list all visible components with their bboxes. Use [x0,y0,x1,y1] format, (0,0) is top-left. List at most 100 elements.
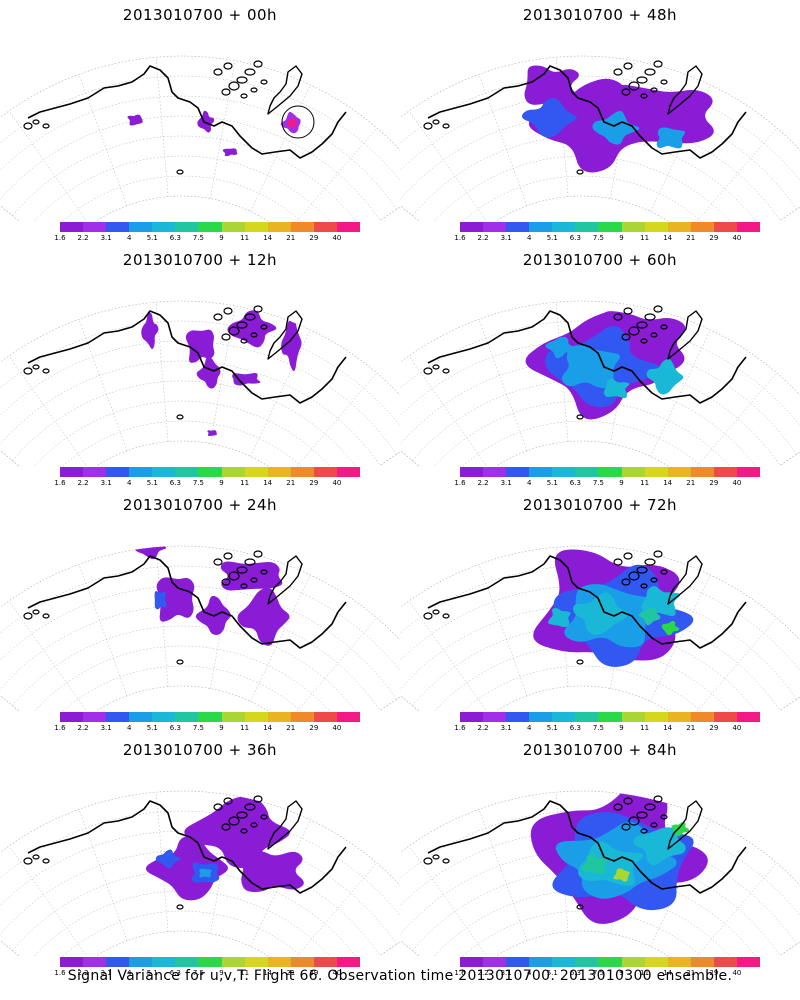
colorbar-label: 29 [309,234,319,242]
colorbar-swatch [175,222,199,232]
colorbar-swatch [175,957,199,967]
colorbar-swatch [198,957,222,967]
colorbar-label: 1.6 [54,479,66,487]
colorbar-swatch [60,222,84,232]
colorbar-swatch [244,957,268,967]
colorbar-swatch [644,957,668,967]
colorbar-swatch [667,467,691,477]
colorbar-swatch [244,712,268,722]
colorbar-labels: 1.6 2.2 3.1 4 5.1 6.3 7.5 9 11 14 21 29 40 [454,969,760,981]
colorbar-label: 3.1 [100,969,112,977]
colorbar-swatch [460,222,484,232]
colorbar-swatch [529,467,553,477]
colorbar-swatch [736,222,761,232]
colorbar-swatch [529,712,553,722]
colorbar-label: 2.2 [77,969,89,977]
colorbar-swatch [552,222,576,232]
colorbar-label: 7.5 [592,479,605,487]
panel-24h: 2013010700 + 24h 1.6 2.2 3.1 4 5.1 6.3 7.5 9 11 1… [0,490,400,735]
colorbar-swatch [290,222,314,232]
colorbar-swatch [460,712,484,722]
colorbar-label: 7.5 [192,724,205,732]
colorbar-label: 7.5 [592,969,605,977]
colorbar-label: 6.3 [169,969,181,977]
colorbar-labels: 1.6 2.2 3.1 4 5.1 6.3 7.5 9 11 14 21 29 40 [54,234,360,246]
colorbar-swatch [506,467,530,477]
colorbar-label: 1.6 [454,234,466,242]
figure-caption: Signal Variance for u,v,T. Flight 66. Ob… [67,968,733,984]
colorbar-label: 7.5 [192,969,205,977]
colorbar-labels: 1.6 2.2 3.1 4 5.1 6.3 7.5 9 11 14 21 29 40 [54,479,360,491]
colorbar-label: 40 [332,479,342,487]
colorbar-label: 21 [686,969,696,977]
colorbar-label: 11 [640,969,650,977]
colorbar-swatch [460,957,484,967]
map-72h [400,545,800,711]
colorbar-swatch [667,222,691,232]
colorbar [460,957,761,967]
panel-48h: 2013010700 + 48h 1.6 2.2 3.1 4 5.1 6.3 7.5 9 11 1… [400,0,800,245]
colorbar-swatch [60,957,84,967]
colorbar-label: 40 [732,479,742,487]
colorbar-swatch [506,957,530,967]
colorbar-label: 9 [619,969,624,977]
colorbar-swatch [267,712,291,722]
panel-title: 2013010700 + 36h [122,741,278,759]
map-24h [0,545,400,711]
colorbar-label: 29 [709,724,719,732]
colorbar-label: 4 [126,969,132,977]
colorbar-label: 3.1 [100,724,112,732]
colorbar-swatch [713,467,737,477]
colorbar-swatch [552,467,576,477]
colorbar-swatch [713,712,737,722]
colorbar-label: 40 [732,969,742,977]
colorbar-swatch [690,957,714,967]
colorbar-label: 5.1 [146,234,158,242]
panel-title: 2013010700 + 00h [122,6,278,24]
colorbar-swatch [621,712,645,722]
colorbar-swatch [106,467,130,477]
colorbar-labels: 1.6 2.2 3.1 4 5.1 6.3 7.5 9 11 14 21 29 40 [454,234,760,246]
colorbar-swatch [621,222,645,232]
colorbar-label: 21 [686,724,696,732]
colorbar-labels: 1.6 2.2 3.1 4 5.1 6.3 7.5 9 11 14 21 29 40 [454,724,760,736]
colorbar-label: 9 [619,724,624,732]
colorbar-swatch [83,957,107,967]
colorbar-label: 2.2 [77,479,89,487]
map-00h [0,55,400,221]
colorbar-swatch [690,467,714,477]
colorbar-label: 2.2 [477,479,489,487]
colorbar-label: 11 [640,479,650,487]
colorbar-label: 5.1 [546,969,558,977]
colorbar-swatch [175,712,199,722]
panel-title: 2013010700 + 60h [522,251,678,269]
colorbar-swatch [667,712,691,722]
colorbar-swatch [336,957,361,967]
colorbar-label: 14 [663,969,673,977]
colorbar-label: 1.6 [54,234,66,242]
colorbar-swatch [529,957,553,967]
map-60h [400,300,800,466]
panel-title: 2013010700 + 24h [122,496,278,514]
colorbar-swatch [598,957,622,967]
colorbar-swatch [336,467,361,477]
colorbar-label: 40 [332,724,342,732]
colorbar-label: 5.1 [146,724,158,732]
colorbar-swatch [598,467,622,477]
colorbar-swatch [483,712,507,722]
colorbar-swatch [221,467,245,477]
colorbar-label: 14 [663,234,673,242]
colorbar [60,222,361,232]
colorbar-swatch [244,467,268,477]
colorbar-label: 11 [240,724,250,732]
colorbar-label: 11 [240,479,250,487]
colorbar-swatch [221,712,245,722]
colorbar-swatch [60,712,84,722]
colorbar-labels: 1.6 2.2 3.1 4 5.1 6.3 7.5 9 11 14 21 29 40 [54,724,360,736]
colorbar-swatch [313,222,337,232]
colorbar-swatch [460,467,484,477]
colorbar-label: 5.1 [146,479,158,487]
colorbar-label: 3.1 [100,234,112,242]
colorbar-swatch [552,712,576,722]
colorbar-label: 3.1 [500,234,512,242]
